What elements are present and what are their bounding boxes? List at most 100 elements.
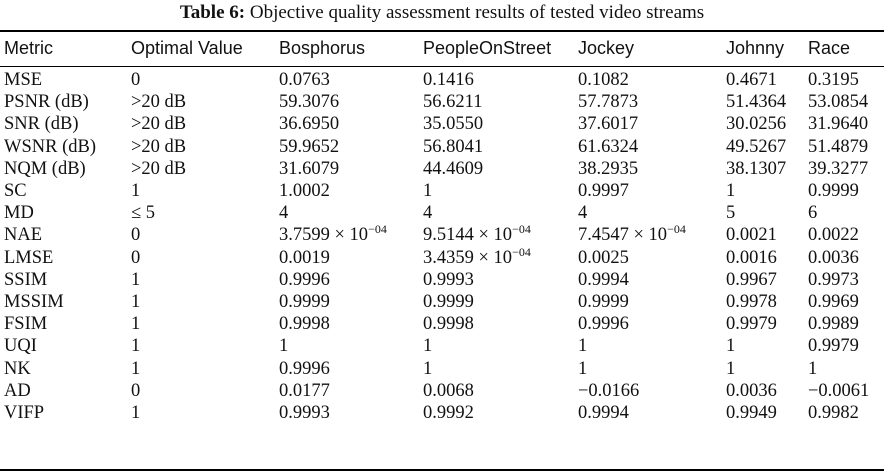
metric-cell: NQM (dB) bbox=[4, 158, 86, 179]
value-cell: 37.6017 bbox=[578, 114, 639, 135]
value-cell: 3.4359 × 10−04 bbox=[423, 244, 531, 268]
value-cell: 56.8041 bbox=[423, 136, 484, 157]
value-cell: 30.0256 bbox=[726, 114, 787, 135]
value-cell: 1 bbox=[131, 358, 141, 379]
value-cell: 0.9978 bbox=[726, 291, 777, 312]
metric-cell: MSSIM bbox=[4, 291, 64, 312]
value-cell: 0.0036 bbox=[808, 247, 859, 268]
value-cell: 1 bbox=[423, 336, 433, 357]
metric-cell: SNR (dB) bbox=[4, 114, 79, 135]
value-cell: 61.6324 bbox=[578, 136, 639, 157]
value-cell: 1.0002 bbox=[279, 181, 330, 202]
value-cell: >20 dB bbox=[131, 136, 187, 157]
value-cell: 4 bbox=[423, 203, 433, 224]
value-cell: 0 bbox=[131, 380, 141, 401]
value-cell: 0.0036 bbox=[726, 380, 777, 401]
value-cell: 1 bbox=[423, 181, 433, 202]
metric-cell: PSNR (dB) bbox=[4, 92, 89, 113]
value-cell: 7.4547 × 10−04 bbox=[578, 222, 686, 246]
value-cell: 0.9969 bbox=[808, 291, 859, 312]
value-cell: 0 bbox=[131, 225, 141, 246]
value-cell: 0.9998 bbox=[423, 314, 474, 335]
value-cell: 1 bbox=[423, 358, 433, 379]
value-cell: 53.0854 bbox=[808, 92, 869, 113]
value-cell: 4 bbox=[279, 203, 289, 224]
table-row: MD ≤ 5 4 4 4 5 6 bbox=[0, 202, 884, 224]
value-cell: 1 bbox=[131, 181, 141, 202]
metric-cell: LMSE bbox=[4, 247, 54, 268]
value-cell: 51.4879 bbox=[808, 136, 869, 157]
value-cell: >20 dB bbox=[131, 92, 187, 113]
value-cell: 0.0016 bbox=[726, 247, 777, 268]
value-cell: −0.0061 bbox=[808, 380, 870, 401]
value-cell: 35.0550 bbox=[423, 114, 484, 135]
value-cell: 5 bbox=[726, 203, 736, 224]
value-cell: 0.1082 bbox=[578, 70, 629, 91]
value-cell: 1 bbox=[131, 336, 141, 357]
bottom-rule bbox=[0, 469, 884, 471]
metric-cell: SC bbox=[4, 181, 27, 202]
value-cell: 1 bbox=[726, 336, 736, 357]
top-rule bbox=[0, 30, 884, 32]
value-cell: 0.9989 bbox=[808, 314, 859, 335]
value-cell: 57.7873 bbox=[578, 92, 639, 113]
value-cell: 0 bbox=[131, 70, 141, 91]
value-cell: 1 bbox=[131, 402, 141, 423]
value-cell: 4 bbox=[578, 203, 588, 224]
table-row: UQI 1 1 1 1 1 0.9979 bbox=[0, 335, 884, 357]
value-cell: 1 bbox=[726, 181, 736, 202]
value-cell: 6 bbox=[808, 203, 818, 224]
header-row: Metric Optimal Value Bosphorus PeopleOnS… bbox=[0, 31, 884, 66]
value-cell: 0.4671 bbox=[726, 70, 777, 91]
table-row: PSNR (dB) >20 dB 59.3076 56.6211 57.7873 51.4… bbox=[0, 91, 884, 113]
value-cell: 0.3195 bbox=[808, 70, 859, 91]
table-row: MSE 0 0.0763 0.1416 0.1082 0.4671 0.3195 bbox=[0, 66, 884, 91]
metric-cell: NK bbox=[4, 358, 31, 379]
value-cell: 49.5267 bbox=[726, 136, 787, 157]
caption-text: Objective quality assessment results of … bbox=[249, 2, 705, 23]
metric-cell: WSNR (dB) bbox=[4, 136, 96, 157]
value-cell: 1 bbox=[279, 336, 289, 357]
value-cell: 0.0068 bbox=[423, 380, 474, 401]
value-cell: 0.9993 bbox=[279, 402, 330, 423]
table-row: LMSE 0 0.0019 3.4359 × 10−04 0.0025 0.0016 0.0… bbox=[0, 244, 884, 269]
metric-cell: FSIM bbox=[4, 314, 48, 335]
value-cell: 0.9996 bbox=[578, 314, 629, 335]
table-row: FSIM 1 0.9998 0.9998 0.9996 0.9979 0.9989 bbox=[0, 313, 884, 335]
value-cell: 56.6211 bbox=[423, 92, 483, 113]
table-row: MSSIM 1 0.9999 0.9999 0.9999 0.9978 0.9969 bbox=[0, 291, 884, 313]
value-cell: ≤ 5 bbox=[131, 203, 156, 224]
value-cell: 0.1416 bbox=[423, 70, 474, 91]
header-cell: Optimal Value bbox=[131, 38, 243, 58]
value-cell: 0.9999 bbox=[279, 291, 330, 312]
value-cell: 0.0019 bbox=[279, 247, 330, 268]
metric-cell: VIFP bbox=[4, 402, 45, 423]
header-rule bbox=[0, 66, 884, 67]
value-cell: 0.9996 bbox=[279, 269, 330, 290]
value-cell: −0.0166 bbox=[578, 380, 640, 401]
table-row: NQM (dB) >20 dB 31.6079 44.4609 38.2935 38.13… bbox=[0, 158, 884, 180]
value-cell: 0.0763 bbox=[279, 70, 330, 91]
metric-cell: AD bbox=[4, 380, 31, 401]
value-cell: 0.9979 bbox=[808, 336, 859, 357]
value-cell: 9.5144 × 10−04 bbox=[423, 222, 531, 246]
table-row: SSIM 1 0.9996 0.9993 0.9994 0.9967 0.9973 bbox=[0, 269, 884, 291]
value-cell: 31.9640 bbox=[808, 114, 869, 135]
value-cell: 0.9992 bbox=[423, 402, 474, 423]
value-cell: 38.2935 bbox=[578, 158, 639, 179]
value-cell: 1 bbox=[578, 358, 588, 379]
value-cell: 1 bbox=[131, 269, 141, 290]
value-cell: >20 dB bbox=[131, 114, 187, 135]
table-row: SC 1 1.0002 1 0.9997 1 0.9999 bbox=[0, 180, 884, 202]
value-cell: 59.9652 bbox=[279, 136, 340, 157]
value-cell: 3.7599 × 10−04 bbox=[279, 222, 387, 246]
table-row: NK 1 0.9996 1 1 1 1 bbox=[0, 357, 884, 379]
value-cell: 0.9999 bbox=[808, 181, 859, 202]
value-cell: 0.0022 bbox=[808, 225, 859, 246]
table-row: AD 0 0.0177 0.0068 −0.0166 0.0036 −0.0061 bbox=[0, 380, 884, 402]
value-cell: 0.9997 bbox=[578, 181, 629, 202]
value-cell: 38.1307 bbox=[726, 158, 787, 179]
value-cell: 0.9999 bbox=[578, 291, 629, 312]
value-cell: 0.0021 bbox=[726, 225, 777, 246]
value-cell: >20 dB bbox=[131, 158, 187, 179]
